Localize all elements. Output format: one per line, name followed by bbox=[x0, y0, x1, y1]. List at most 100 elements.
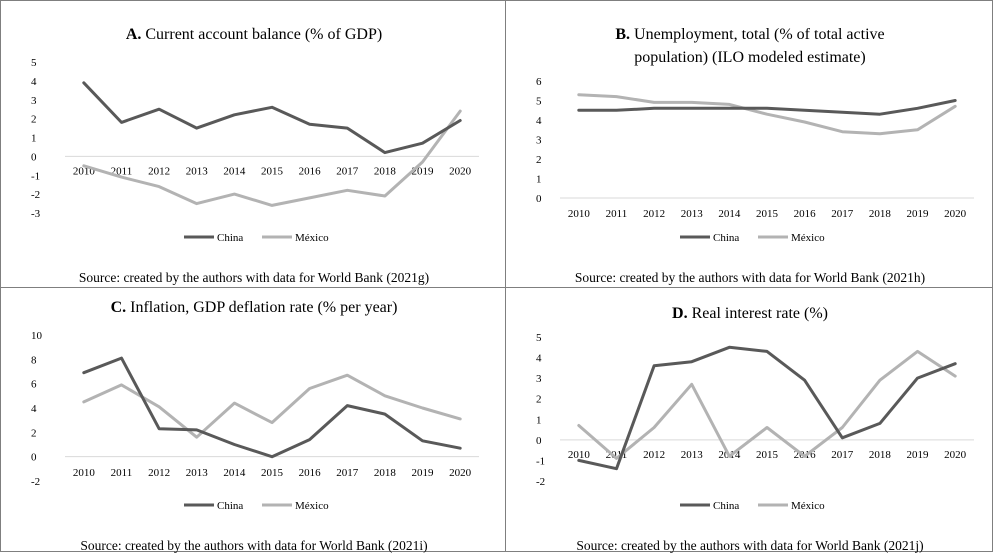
y-tick-label: 5 bbox=[31, 57, 37, 69]
chart-title-text: Real interest rate (%) bbox=[692, 305, 828, 322]
source-note: Source: created by the authors with data… bbox=[575, 270, 925, 285]
y-tick-label: 4 bbox=[31, 76, 37, 88]
x-tick-label: 2012 bbox=[643, 208, 665, 220]
x-tick-label: 2010 bbox=[568, 208, 591, 220]
chart-title-text: Unemployment, total (% of total active bbox=[634, 26, 885, 43]
chart-title-letter: A. bbox=[126, 26, 142, 43]
chart-title: population) (ILO modeled estimate) bbox=[634, 49, 865, 66]
x-tick-label: 2013 bbox=[681, 208, 704, 220]
legend-label: México bbox=[295, 232, 329, 244]
y-tick-label: 1 bbox=[31, 133, 37, 145]
x-tick-label: 2020 bbox=[944, 208, 967, 220]
x-tick-label: 2018 bbox=[869, 208, 892, 220]
y-tick-label: 10 bbox=[31, 330, 43, 342]
y-tick-label: 1 bbox=[536, 174, 542, 186]
x-tick-label: 2014 bbox=[223, 165, 246, 177]
x-tick-label: 2012 bbox=[148, 165, 170, 177]
x-tick-label: 2015 bbox=[756, 208, 779, 220]
chart-title-letter: C. bbox=[111, 299, 127, 316]
y-tick-label: 5 bbox=[536, 96, 542, 108]
y-tick-label: -2 bbox=[31, 189, 40, 201]
x-tick-label: 2015 bbox=[261, 467, 284, 479]
chart-panel-b: B. Unemployment, total (% of total activ… bbox=[505, 0, 993, 288]
chart-title-text: Current account balance (% of GDP) bbox=[145, 26, 382, 43]
series-line-china bbox=[82, 81, 462, 155]
x-tick-label: 2015 bbox=[756, 449, 779, 461]
legend-label: México bbox=[791, 232, 825, 244]
chart-panel-c: C. Inflation, GDP deflation rate (% per … bbox=[0, 287, 506, 553]
x-tick-label: 2015 bbox=[261, 165, 284, 177]
source-note: Source: created by the authors with data… bbox=[576, 538, 923, 553]
series-line-mexico bbox=[577, 93, 957, 136]
chart-title: C. Inflation, GDP deflation rate (% per … bbox=[111, 299, 398, 316]
x-tick-label: 2019 bbox=[412, 467, 435, 479]
x-tick-label: 2019 bbox=[907, 449, 930, 461]
y-tick-label: 6 bbox=[31, 379, 37, 391]
y-tick-label: 5 bbox=[536, 332, 542, 344]
y-tick-label: 1 bbox=[536, 414, 542, 426]
source-note: Source: created by the authors with data… bbox=[79, 270, 429, 285]
series-line-china bbox=[577, 99, 957, 116]
chart-title: D. Real interest rate (%) bbox=[672, 305, 828, 322]
y-tick-label: 6 bbox=[536, 76, 542, 88]
x-tick-label: 2013 bbox=[186, 467, 209, 479]
y-tick-label: 3 bbox=[31, 95, 37, 107]
y-tick-label: 2 bbox=[536, 394, 542, 406]
y-tick-label: -1 bbox=[31, 170, 40, 182]
x-tick-label: 2019 bbox=[907, 208, 930, 220]
y-tick-label: -3 bbox=[31, 208, 41, 220]
legend-label: China bbox=[217, 500, 243, 512]
legend-label: China bbox=[217, 232, 243, 244]
legend-label: México bbox=[791, 500, 825, 512]
legend-label: México bbox=[295, 500, 329, 512]
x-tick-label: 2011 bbox=[606, 208, 628, 220]
x-tick-label: 2017 bbox=[336, 165, 359, 177]
x-tick-label: 2014 bbox=[718, 208, 741, 220]
x-tick-label: 2011 bbox=[111, 467, 133, 479]
chart-svg: D. Real interest rate (%) -2 -1 0 1 2 3 4 5 2010 2… bbox=[536, 305, 974, 553]
y-tick-label: -1 bbox=[536, 455, 545, 467]
x-tick-label: 2012 bbox=[148, 467, 170, 479]
x-tick-label: 2018 bbox=[374, 467, 397, 479]
y-tick-label: 0 bbox=[31, 151, 37, 163]
x-tick-label: 2013 bbox=[681, 449, 704, 461]
x-tick-label: 2020 bbox=[449, 165, 472, 177]
y-tick-label: 8 bbox=[31, 354, 37, 366]
chart-title: B. Unemployment, total (% of total activ… bbox=[615, 26, 884, 43]
chart-title-text: Inflation, GDP deflation rate (% per yea… bbox=[130, 299, 397, 316]
chart-panel-d: D. Real interest rate (%) -2 -1 0 1 2 3 4 5 2010 2… bbox=[505, 287, 993, 553]
x-tick-label: 2010 bbox=[73, 467, 96, 479]
x-tick-label: 2016 bbox=[299, 467, 322, 479]
x-tick-label: 2018 bbox=[374, 165, 397, 177]
series-line-china bbox=[577, 345, 957, 471]
chart-title: A. Current account balance (% of GDP) bbox=[126, 26, 382, 43]
y-tick-label: 4 bbox=[536, 353, 542, 365]
y-tick-label: 2 bbox=[536, 154, 542, 166]
x-tick-label: 2016 bbox=[794, 208, 817, 220]
y-tick-label: 0 bbox=[31, 452, 37, 464]
chart-svg: B. Unemployment, total (% of total activ… bbox=[536, 26, 974, 285]
chart-panel-a: A. Current account balance (% of GDP) -3 -… bbox=[0, 0, 506, 288]
x-tick-label: 2014 bbox=[223, 467, 246, 479]
chart-title-letter: B. bbox=[615, 26, 630, 43]
x-tick-label: 2013 bbox=[186, 165, 209, 177]
x-tick-label: 2018 bbox=[869, 449, 892, 461]
y-tick-label: 4 bbox=[536, 115, 542, 127]
chart-svg: C. Inflation, GDP deflation rate (% per … bbox=[31, 299, 479, 553]
legend-label: China bbox=[713, 500, 739, 512]
x-tick-label: 2016 bbox=[299, 165, 322, 177]
y-tick-label: 0 bbox=[536, 435, 542, 447]
y-tick-label: 2 bbox=[31, 114, 37, 126]
y-tick-label: 3 bbox=[536, 135, 542, 147]
y-tick-label: 3 bbox=[536, 373, 542, 385]
chart-title-text: population) (ILO modeled estimate) bbox=[634, 49, 865, 66]
y-tick-label: 2 bbox=[31, 427, 37, 439]
x-tick-label: 2017 bbox=[336, 467, 359, 479]
x-tick-label: 2017 bbox=[831, 449, 854, 461]
y-tick-label: 4 bbox=[31, 403, 37, 415]
x-tick-label: 2010 bbox=[568, 449, 591, 461]
series-line-mexico bbox=[82, 373, 462, 439]
x-tick-label: 2012 bbox=[643, 449, 665, 461]
series-line-mexico bbox=[577, 349, 957, 460]
x-tick-label: 2017 bbox=[831, 208, 854, 220]
